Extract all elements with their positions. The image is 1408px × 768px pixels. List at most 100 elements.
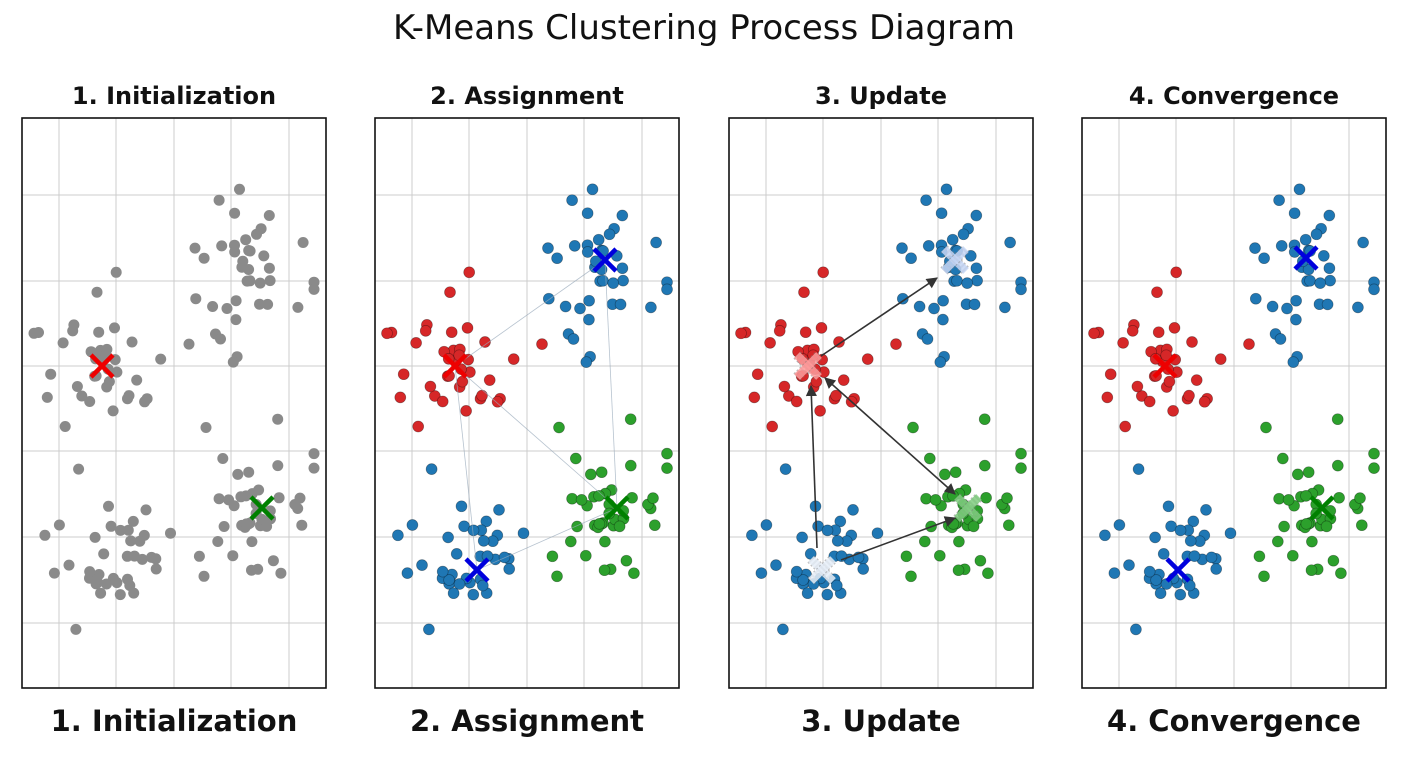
data-point-green — [1331, 459, 1344, 472]
centroid-blue-icon — [592, 247, 618, 273]
data-point-blue — [566, 194, 578, 207]
data-point-blue — [1299, 233, 1312, 246]
data-point-green — [1354, 492, 1366, 504]
data-point-green — [595, 466, 608, 479]
data-point-green — [952, 564, 965, 577]
centroid-stroke — [808, 556, 836, 584]
data-point-unassigned — [84, 566, 96, 578]
data-point-blue — [1183, 579, 1196, 592]
data-point-blue — [1317, 250, 1330, 262]
data-point-red — [815, 322, 828, 334]
data-point-unassigned — [115, 524, 126, 536]
data-point-green — [1015, 462, 1027, 474]
data-point-blue — [559, 300, 572, 313]
data-point-red — [1151, 286, 1163, 299]
data-point-blue — [1157, 548, 1170, 560]
data-point-red — [751, 368, 764, 381]
data-point-unassigned — [254, 277, 266, 289]
data-point-blue — [896, 292, 909, 305]
data-point-blue — [614, 298, 627, 311]
data-point-green — [1002, 519, 1015, 532]
data-point-green — [1258, 570, 1270, 583]
data-point-blue — [928, 302, 940, 315]
data-point-red — [1183, 389, 1195, 402]
data-point-green — [553, 421, 565, 434]
data-point-unassigned — [244, 275, 256, 287]
data-point-green — [1291, 468, 1304, 481]
data-point-unassigned — [150, 563, 162, 575]
data-point-unassigned — [297, 237, 309, 248]
data-point-blue — [453, 578, 466, 590]
plot-border — [728, 117, 1034, 689]
data-point-blue — [476, 579, 489, 592]
data-point-blue — [583, 313, 595, 326]
data-point-blue — [1323, 262, 1336, 275]
data-point-unassigned — [59, 421, 71, 432]
data-point-unassigned — [240, 518, 252, 530]
data-point-red — [735, 327, 747, 340]
data-point-green — [647, 492, 659, 504]
data-point-green — [1286, 549, 1299, 562]
data-point-unassigned — [272, 413, 284, 425]
data-point-unassigned — [89, 531, 101, 543]
data-point-green — [661, 447, 673, 460]
data-point-unassigned — [103, 500, 114, 512]
data-point-unassigned — [101, 578, 112, 590]
data-point-green — [598, 564, 611, 577]
data-point-red — [476, 389, 488, 402]
data-point-unassigned — [229, 246, 241, 258]
centroid-blue-icon — [1165, 557, 1191, 583]
data-point-red — [1198, 395, 1211, 408]
data-point-unassigned — [262, 298, 274, 310]
data-point-blue — [551, 252, 563, 265]
centroid-stroke — [954, 494, 982, 522]
data-point-red — [460, 405, 472, 417]
data-point-blue — [1174, 524, 1187, 537]
data-point-unassigned — [244, 245, 256, 257]
centroid-red-icon — [442, 353, 468, 379]
data-point-blue — [1287, 356, 1300, 368]
data-point-unassigned — [73, 463, 85, 475]
data-point-blue — [455, 500, 468, 513]
data-point-unassigned — [91, 286, 103, 298]
data-point-blue — [760, 519, 773, 531]
data-point-blue — [940, 183, 953, 196]
data-point-unassigned — [227, 550, 239, 562]
data-point-green — [1276, 452, 1289, 465]
data-point-blue — [1357, 236, 1369, 249]
data-point-red — [419, 325, 432, 337]
centroid-stroke — [941, 246, 969, 274]
data-point-red — [773, 325, 786, 337]
data-point-blue — [503, 563, 516, 575]
data-point-blue — [951, 274, 963, 287]
data-point-unassigned — [98, 548, 110, 560]
data-point-green — [1333, 491, 1345, 504]
data-point-green — [551, 570, 563, 583]
centroid-stroke — [794, 352, 822, 380]
data-point-red — [1243, 338, 1255, 350]
data-point-green — [1331, 413, 1344, 426]
data-point-red — [1163, 375, 1176, 388]
data-point-green — [933, 549, 946, 562]
data-point-green — [1368, 462, 1380, 474]
data-point-blue — [934, 356, 947, 368]
data-point-unassigned — [57, 337, 69, 349]
data-point-blue — [746, 529, 758, 542]
data-point-green — [546, 550, 559, 563]
data-point-blue — [1132, 463, 1145, 475]
panel-caption-assignment: 2. Assignment — [410, 704, 644, 738]
data-point-red — [1170, 266, 1183, 279]
data-point-blue — [1258, 252, 1270, 265]
data-point-blue — [586, 183, 599, 196]
data-point-green — [1302, 466, 1315, 479]
data-point-red — [410, 337, 422, 349]
data-point-unassigned — [216, 240, 228, 252]
data-point-unassigned — [240, 234, 252, 246]
data-point-red — [1160, 349, 1173, 362]
data-point-red — [507, 353, 520, 365]
data-point-blue — [770, 559, 782, 571]
data-point-blue — [425, 463, 438, 475]
data-point-unassigned — [212, 536, 224, 547]
data-point-unassigned — [70, 623, 82, 635]
data-point-blue — [970, 262, 983, 275]
